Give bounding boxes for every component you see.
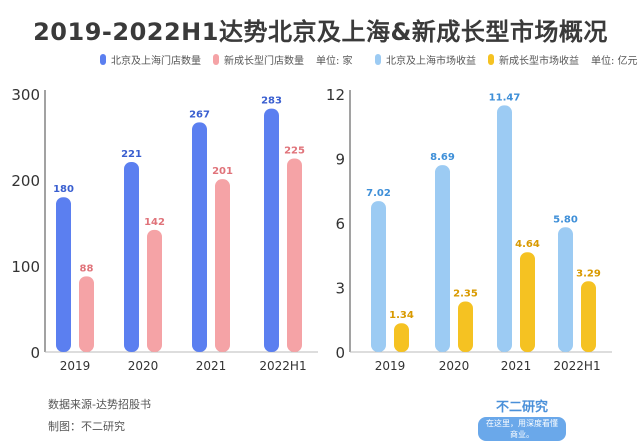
- y-tick-label: 9: [335, 151, 345, 169]
- data-label: 8.69: [430, 152, 455, 163]
- data-label: 5.80: [553, 214, 578, 225]
- x-tick-label: 2019: [60, 359, 91, 373]
- bar: [215, 179, 230, 352]
- unit-label: 单位: 亿元: [591, 56, 638, 67]
- legend-label: 新成长型门店数量: [224, 56, 304, 67]
- legend-label: 北京及上海市场收益: [386, 56, 476, 67]
- x-tick-label: 2021: [501, 359, 532, 373]
- bar: [497, 105, 512, 353]
- legend-swatch: [100, 54, 106, 65]
- logo-slogan: 在这里，用深度看懂商业。: [478, 417, 566, 441]
- data-label: 1.34: [389, 310, 414, 321]
- data-label: 267: [189, 109, 210, 120]
- x-tick-label: 2020: [439, 359, 470, 373]
- data-label: 88: [80, 263, 94, 274]
- x-tick-label: 2020: [128, 359, 159, 373]
- brand-logo: 不二研究 在这里，用深度看懂商业。: [478, 396, 566, 441]
- x-tick-label: 2022H1: [259, 359, 306, 373]
- data-source: 数据来源-达势招股书: [48, 398, 151, 411]
- bar: [458, 301, 473, 352]
- legend-swatch: [488, 54, 494, 65]
- bar: [56, 197, 71, 352]
- y-tick-label: 300: [11, 86, 40, 104]
- data-label: 180: [53, 184, 74, 195]
- bar: [520, 252, 535, 352]
- data-label: 2.35: [453, 288, 478, 299]
- legend-right: 北京及上海市场收益 新成长型市场收益 单位: 亿元: [375, 52, 638, 67]
- y-tick-label: 0: [335, 344, 345, 362]
- bar: [192, 122, 207, 352]
- y-tick-label: 100: [11, 258, 40, 276]
- bar: [558, 227, 573, 352]
- bar: [435, 165, 450, 352]
- chart-maker: 制图：不二研究: [48, 420, 125, 433]
- bar: [394, 323, 409, 352]
- legend-left: 北京及上海门店数量 新成长型门店数量 单位: 家: [100, 52, 353, 67]
- bar: [581, 281, 596, 352]
- data-label: 11.47: [489, 92, 521, 103]
- logo-name: 不二研究: [495, 400, 548, 415]
- legend-label: 北京及上海门店数量: [111, 56, 201, 67]
- x-tick-label: 2022H1: [553, 359, 600, 373]
- legend-item-revenue-new: 新成长型市场收益: [488, 52, 579, 67]
- data-label: 201: [212, 166, 233, 177]
- unit-label: 单位: 家: [316, 56, 353, 67]
- data-label: 221: [121, 149, 142, 160]
- legend-item-stores-bj-sh: 北京及上海门店数量: [100, 52, 201, 67]
- y-tick-label: 0: [30, 344, 40, 362]
- data-label: 283: [261, 96, 282, 107]
- y-tick-label: 3: [335, 280, 345, 298]
- data-label: 7.02: [366, 188, 391, 199]
- y-tick-label: 6: [335, 215, 345, 233]
- x-tick-label: 2019: [375, 359, 406, 373]
- y-tick-label: 200: [11, 172, 40, 190]
- bar: [371, 201, 386, 352]
- data-label: 4.64: [515, 239, 540, 250]
- chart-title: 2019-2022H1达势北京及上海&新成长型市场概况: [33, 18, 608, 46]
- data-label: 142: [144, 217, 165, 228]
- x-tick-label: 2021: [196, 359, 227, 373]
- legend-swatch: [213, 54, 219, 65]
- bar: [124, 161, 139, 352]
- y-tick-label: 12: [326, 86, 345, 104]
- data-label: 3.29: [576, 268, 601, 279]
- bar: [264, 108, 279, 353]
- legend-item-stores-new: 新成长型门店数量: [213, 52, 304, 67]
- legend-swatch: [375, 54, 381, 65]
- legend-item-revenue-bj-sh: 北京及上海市场收益: [375, 52, 476, 67]
- legend-label: 新成长型市场收益: [499, 56, 579, 67]
- bar: [79, 276, 94, 352]
- bar: [287, 158, 302, 352]
- bar: [147, 229, 162, 352]
- data-label: 225: [284, 146, 305, 157]
